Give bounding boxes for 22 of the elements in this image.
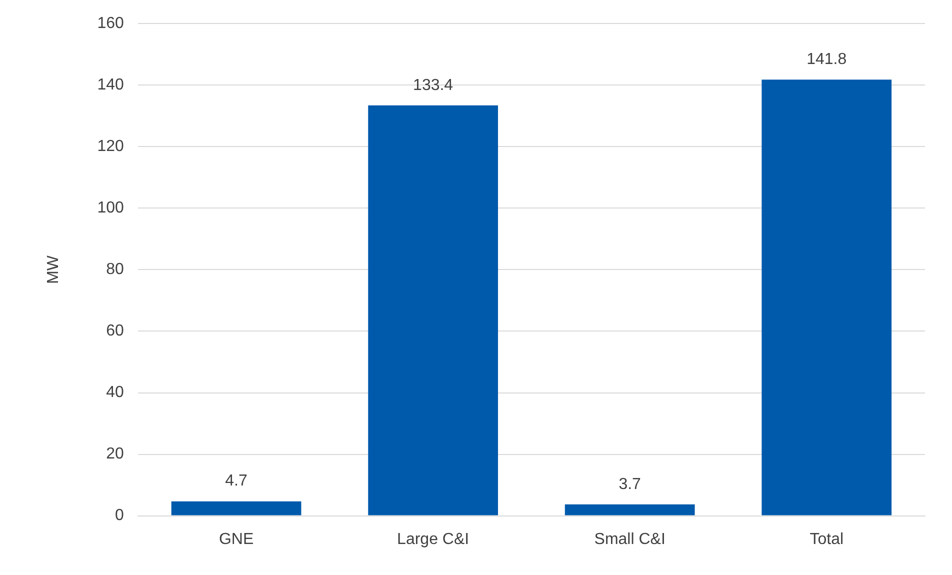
x-tick-label: Large C&I [397,530,470,548]
y-tick-label: 160 [97,15,124,32]
y-tick-label: 20 [106,446,124,463]
y-tick-label: 40 [106,384,124,402]
y-tick-label: 80 [106,261,124,278]
bar [171,501,302,516]
bar [368,105,498,516]
data-label: 133.4 [413,76,454,94]
x-tick-label: Total [810,530,844,548]
y-axis-title: MW [45,254,62,284]
x-tick-label: GNE [218,530,254,548]
y-tick-label: 120 [97,138,124,156]
y-tick-label: 0 [114,507,124,524]
bar [762,80,892,516]
y-tick-label: 60 [106,322,124,340]
bar [564,504,695,516]
data-label: 4.7 [225,472,248,490]
data-label: 3.7 [618,476,642,493]
y-tick-label: 140 [97,76,124,94]
data-label: 141.8 [806,50,847,68]
y-tick-label: 100 [97,200,124,217]
x-tick-label: Small C&I [594,530,666,548]
